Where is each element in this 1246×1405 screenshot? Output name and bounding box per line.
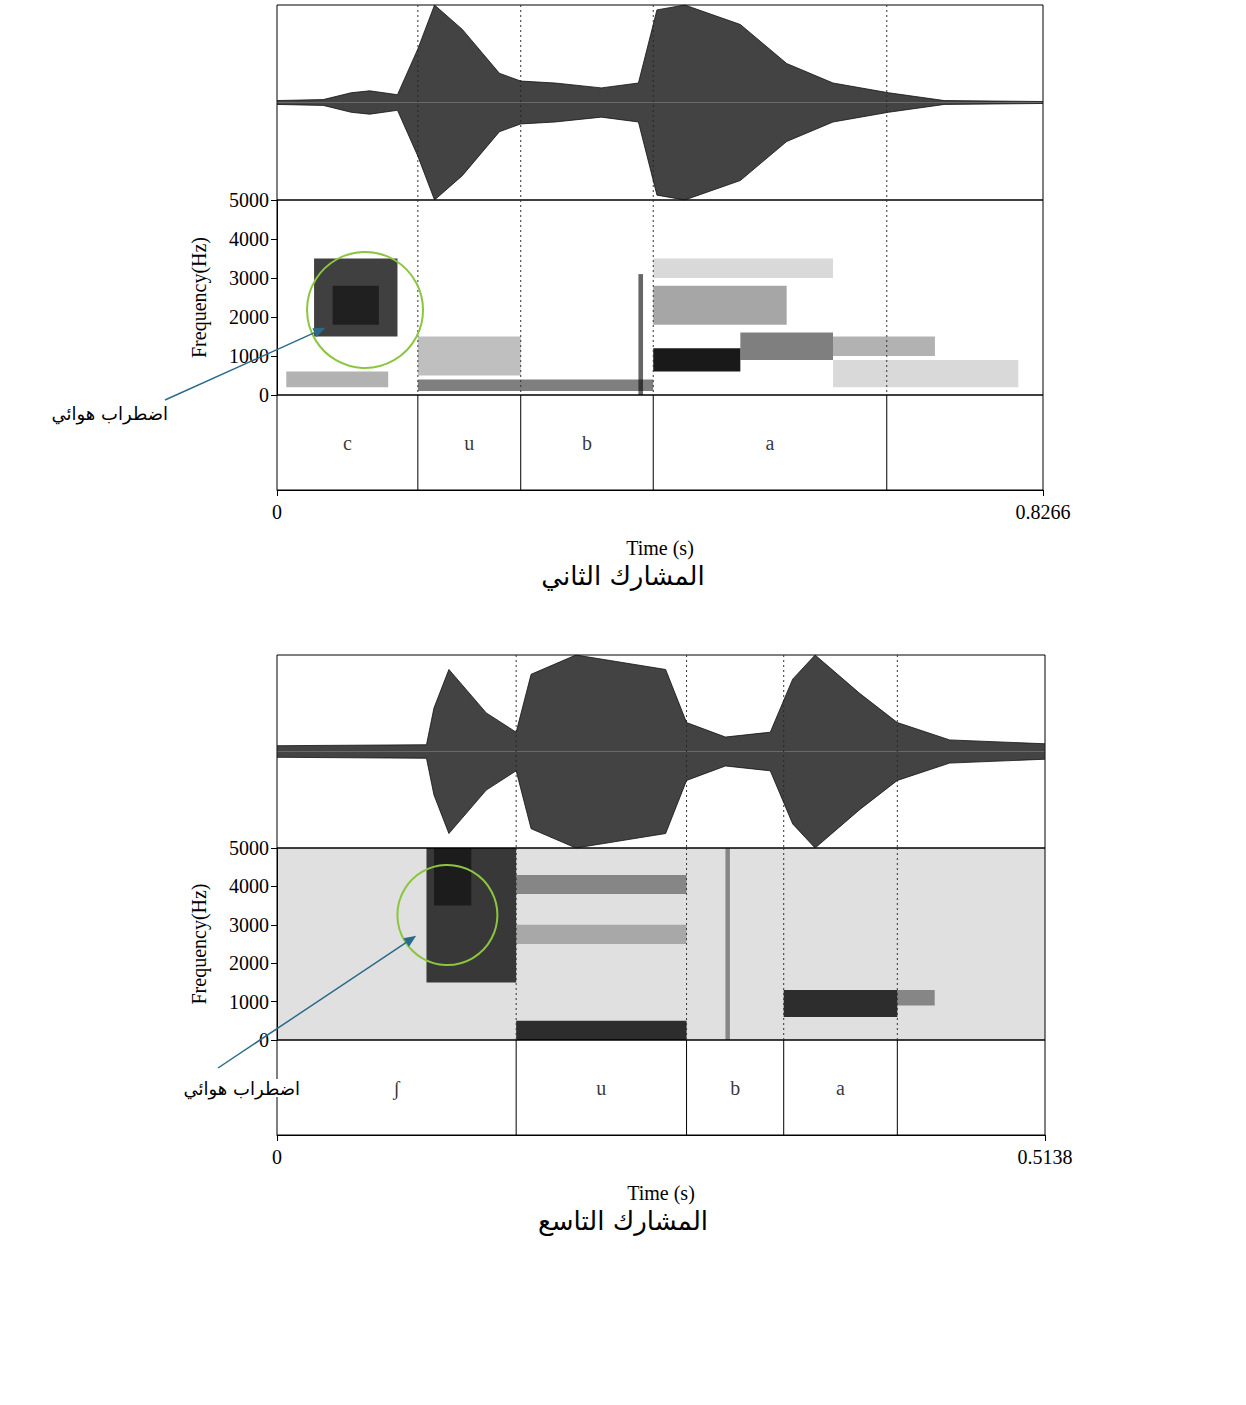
svg-text:0: 0 — [272, 501, 282, 523]
svg-text:اضطراب هوائي: اضطراب هوائي — [184, 1078, 300, 1100]
svg-text:0: 0 — [272, 1146, 282, 1168]
svg-text:c: c — [343, 432, 352, 454]
svg-text:a: a — [766, 432, 775, 454]
svg-text:3000: 3000 — [229, 914, 269, 936]
svg-text:5000: 5000 — [229, 837, 269, 859]
svg-text:1000: 1000 — [229, 345, 269, 367]
svg-text:اضطراب هوائي: اضطراب هوائي — [52, 403, 168, 425]
svg-text:2000: 2000 — [229, 952, 269, 974]
svg-text:Frequency(Hz): Frequency(Hz) — [188, 237, 211, 358]
svg-text:0.5138: 0.5138 — [1018, 1146, 1073, 1168]
svg-text:u: u — [464, 432, 474, 454]
svg-text:Time (s): Time (s) — [627, 1182, 695, 1205]
svg-text:3000: 3000 — [229, 267, 269, 289]
svg-text:a: a — [836, 1077, 845, 1099]
svg-text:المشارك الثاني: المشارك الثاني — [541, 561, 704, 591]
svg-text:0: 0 — [259, 1029, 269, 1051]
svg-text:u: u — [596, 1077, 606, 1099]
svg-text:0.8266: 0.8266 — [1016, 501, 1071, 523]
svg-text:4000: 4000 — [229, 875, 269, 897]
svg-text:المشارك التاسع: المشارك التاسع — [538, 1206, 708, 1237]
svg-text:b: b — [582, 432, 592, 454]
svg-text:Frequency(Hz): Frequency(Hz) — [188, 883, 211, 1004]
svg-text:1000: 1000 — [229, 991, 269, 1013]
svg-text:4000: 4000 — [229, 228, 269, 250]
svg-text:b: b — [730, 1077, 740, 1099]
svg-text:Time (s): Time (s) — [626, 537, 694, 560]
svg-text:0: 0 — [259, 384, 269, 406]
svg-text:ʃ: ʃ — [392, 1077, 400, 1100]
svg-text:2000: 2000 — [229, 306, 269, 328]
svg-text:5000: 5000 — [229, 189, 269, 211]
